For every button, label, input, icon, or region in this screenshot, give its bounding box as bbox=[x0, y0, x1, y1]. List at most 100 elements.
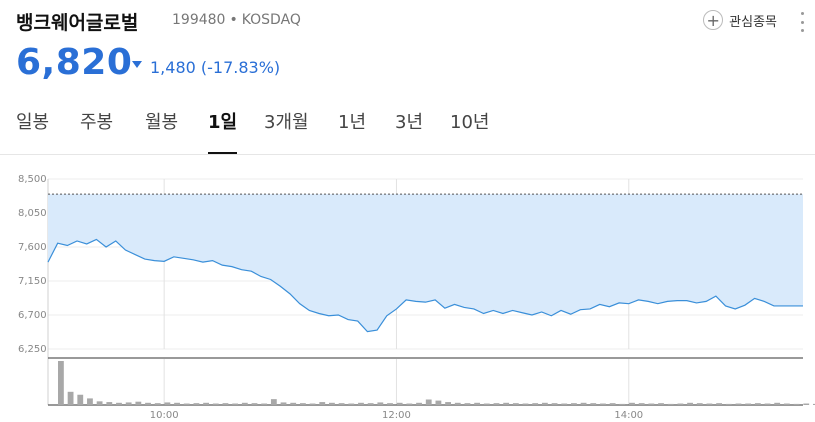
intraday-chart[interactable]: 8,500 8,050 7,600 7,150 6,700 6,250 10:00 12:0… bbox=[0, 155, 815, 422]
volume-bar bbox=[329, 402, 335, 405]
volume-bar bbox=[270, 399, 277, 405]
volume-bar bbox=[677, 403, 684, 405]
volume-bar bbox=[648, 403, 655, 405]
tab-10-years[interactable]: 10년 bbox=[450, 112, 490, 133]
volume-bar bbox=[813, 403, 815, 405]
tab-3-months[interactable]: 3개월 bbox=[264, 112, 309, 133]
volume-bar bbox=[590, 403, 597, 405]
volume-bar bbox=[212, 403, 219, 405]
down-triangle-icon bbox=[132, 61, 142, 68]
x-axis-ticks: 10:00 12:00 14:00 bbox=[150, 410, 643, 421]
price-area bbox=[47, 194, 803, 333]
volume-bar bbox=[474, 402, 481, 405]
volume-bar bbox=[174, 402, 180, 405]
volume-bar bbox=[580, 402, 587, 405]
volume-bar bbox=[638, 403, 645, 405]
volume-bar bbox=[77, 394, 84, 405]
volume-bar bbox=[512, 403, 519, 405]
volume-bar bbox=[735, 403, 742, 405]
plus-icon: + bbox=[703, 10, 724, 30]
volume-bar bbox=[87, 398, 93, 405]
price-fill bbox=[48, 194, 803, 332]
volume-bar bbox=[754, 403, 761, 405]
volume-bar bbox=[774, 402, 781, 405]
y-tick-label: 8,500 bbox=[18, 174, 47, 185]
volume-bar bbox=[251, 403, 258, 405]
volume-bar bbox=[687, 402, 693, 405]
volume-bar bbox=[67, 391, 74, 405]
tab-3-years[interactable]: 3년 bbox=[395, 112, 424, 133]
volume-bar bbox=[96, 401, 103, 405]
volume-bar bbox=[135, 401, 142, 405]
y-tick-label: 6,250 bbox=[18, 344, 47, 355]
y-tick-label: 6,700 bbox=[18, 310, 47, 321]
y-axis-ticks: 8,500 8,050 7,600 7,150 6,700 6,250 bbox=[18, 174, 47, 355]
volume-bar bbox=[658, 403, 664, 405]
tab-1-day[interactable]: 1일 bbox=[208, 108, 238, 154]
volume-bar bbox=[532, 403, 539, 405]
tab-weekly[interactable]: 주봉 bbox=[80, 112, 114, 133]
volume-bar bbox=[116, 402, 122, 405]
stock-code: 199480 bbox=[172, 12, 226, 28]
volume-bar bbox=[183, 403, 190, 405]
volume-bar bbox=[561, 403, 568, 405]
volume-bar bbox=[396, 402, 403, 405]
volume-bar bbox=[290, 402, 297, 405]
volume-bar bbox=[58, 361, 64, 405]
volume-bar bbox=[406, 403, 413, 405]
stock-meta: 199480 • KOSDAQ bbox=[172, 12, 301, 28]
volume-bar bbox=[387, 403, 393, 405]
volume-bar bbox=[503, 402, 510, 405]
x-tick-label: 10:00 bbox=[150, 410, 179, 421]
volume-bar bbox=[522, 403, 529, 405]
volume-bar bbox=[299, 403, 306, 405]
volume-bar bbox=[609, 403, 616, 405]
x-tick-label: 12:00 bbox=[382, 410, 411, 421]
volume-bar bbox=[706, 403, 713, 405]
volume-bar bbox=[493, 403, 500, 405]
price-change: 1,480 (-17.83%) bbox=[132, 58, 280, 77]
tab-daily[interactable]: 일봉 bbox=[16, 112, 50, 133]
volume-bar bbox=[154, 403, 161, 405]
current-price: 6,820 bbox=[16, 42, 133, 83]
volume-bar bbox=[541, 402, 548, 405]
volume-bar bbox=[483, 403, 490, 405]
tabs-divider bbox=[0, 154, 815, 155]
volume-bar bbox=[551, 403, 558, 405]
volume-bar bbox=[764, 403, 771, 405]
stock-name: 뱅크웨어글로벌 bbox=[16, 12, 139, 34]
change-percent: (-17.83%) bbox=[200, 58, 281, 77]
volume-bar bbox=[125, 402, 132, 405]
volume-bar bbox=[261, 403, 268, 405]
market-name: KOSDAQ bbox=[241, 12, 301, 28]
volume-bar bbox=[716, 403, 723, 405]
y-tick-label: 7,600 bbox=[18, 242, 47, 253]
volume-bar bbox=[667, 403, 674, 405]
volume-bar bbox=[309, 403, 316, 405]
volume-bars bbox=[58, 361, 815, 405]
volume-bar bbox=[348, 403, 355, 405]
volume-bar bbox=[425, 399, 432, 405]
volume-bar bbox=[454, 402, 461, 405]
volume-bar bbox=[232, 403, 239, 405]
volume-bar bbox=[222, 403, 229, 405]
volume-bar bbox=[416, 402, 422, 405]
volume-bar bbox=[783, 403, 790, 405]
volume-bar bbox=[696, 403, 703, 405]
price-line bbox=[47, 238, 803, 333]
volume-bar bbox=[600, 403, 606, 405]
volume-bar bbox=[803, 403, 810, 405]
volume-bar bbox=[358, 402, 364, 405]
volume-bar bbox=[445, 402, 451, 405]
volume-bar bbox=[629, 402, 635, 405]
tab-monthly[interactable]: 월봉 bbox=[145, 112, 179, 133]
tab-1-year[interactable]: 1년 bbox=[338, 112, 367, 133]
volume-bar bbox=[377, 402, 384, 405]
volume-bar bbox=[193, 403, 200, 405]
add-watchlist-button[interactable]: + 관심종목 bbox=[703, 8, 777, 32]
volume-bar bbox=[619, 403, 626, 405]
more-vertical-icon[interactable] bbox=[799, 12, 805, 32]
volume-bar bbox=[280, 402, 287, 405]
volume-bar bbox=[367, 403, 374, 405]
volume-bar bbox=[319, 402, 326, 405]
